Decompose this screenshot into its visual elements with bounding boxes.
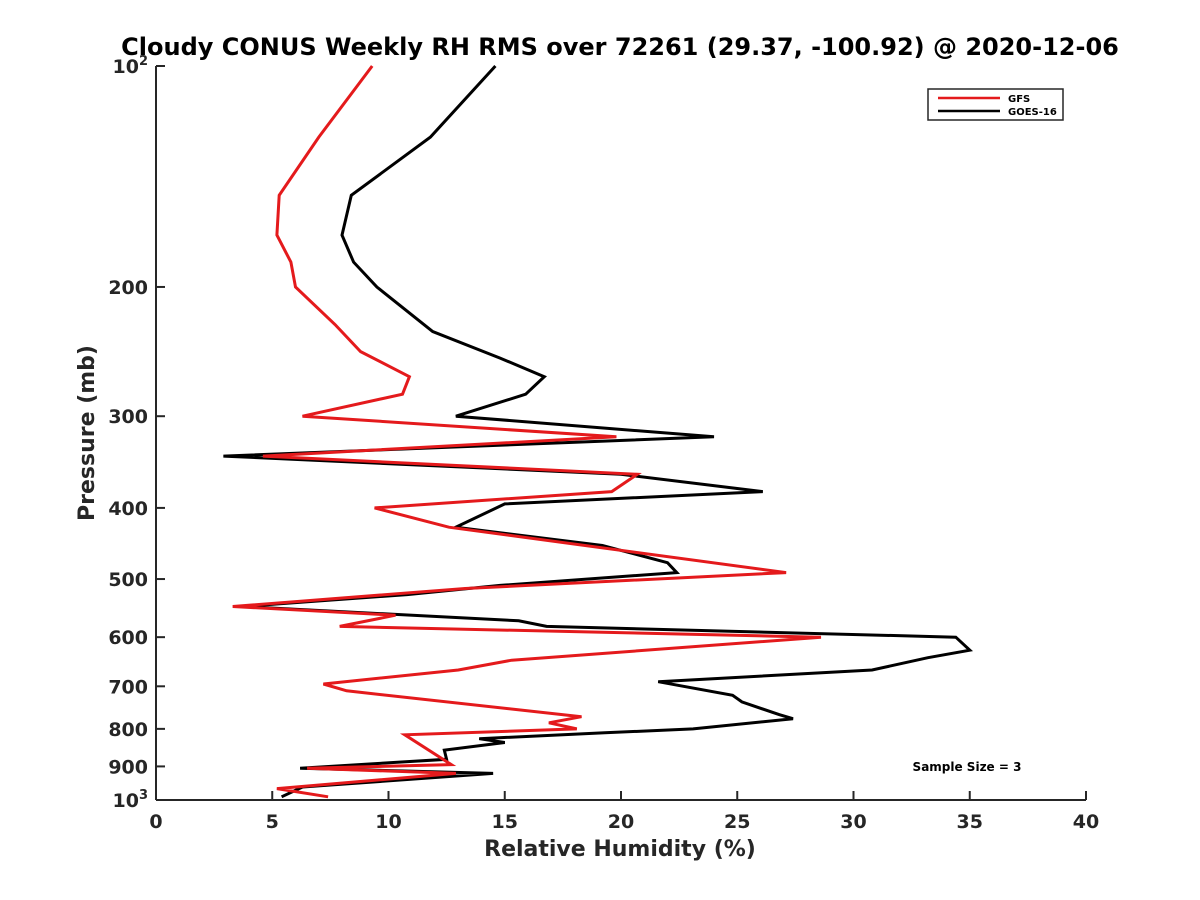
x-tick-label: 0 bbox=[149, 811, 162, 833]
y-tick-label: 800 bbox=[108, 719, 148, 741]
chart-title: Cloudy CONUS Weekly RH RMS over 72261 (2… bbox=[121, 33, 1119, 61]
x-tick-label: 20 bbox=[608, 811, 634, 833]
x-tick-label: 25 bbox=[724, 811, 750, 833]
legend-label: GOES-16 bbox=[1008, 107, 1057, 118]
legend-label: GFS bbox=[1008, 94, 1030, 105]
y-tick-label: 400 bbox=[108, 498, 148, 520]
y-tick-label: 900 bbox=[108, 756, 148, 778]
y-tick-label: 700 bbox=[108, 676, 148, 698]
x-tick-label: 30 bbox=[840, 811, 866, 833]
x-tick-label: 10 bbox=[375, 811, 401, 833]
y-tick-label: 600 bbox=[108, 627, 148, 649]
series-line-gfs bbox=[232, 65, 822, 799]
y-tick-label: 200 bbox=[108, 277, 148, 299]
x-tick-label: 40 bbox=[1073, 811, 1099, 833]
x-tick-label: 15 bbox=[492, 811, 518, 833]
axes: 0 5 10 15 20 25 30 35 40 102 200 300 400 500 600 700 800… bbox=[108, 54, 1099, 833]
y-tick-label: 300 bbox=[108, 406, 148, 428]
legend-box bbox=[927, 88, 1064, 121]
x-tick-label: 35 bbox=[957, 811, 983, 833]
y-axis-label: Pressure (mb) bbox=[75, 345, 100, 521]
y-tick-label: 103 bbox=[113, 788, 149, 812]
y-tick-label: 102 bbox=[113, 54, 149, 78]
y-tick-label: 500 bbox=[108, 569, 148, 591]
x-tick-label: 5 bbox=[266, 811, 279, 833]
series-layer bbox=[223, 64, 974, 799]
legend: GFS GOES-16 bbox=[927, 88, 1064, 121]
x-axis-label: Relative Humidity (%) bbox=[484, 837, 756, 862]
sample-size-annotation: Sample Size = 3 bbox=[913, 760, 1022, 774]
